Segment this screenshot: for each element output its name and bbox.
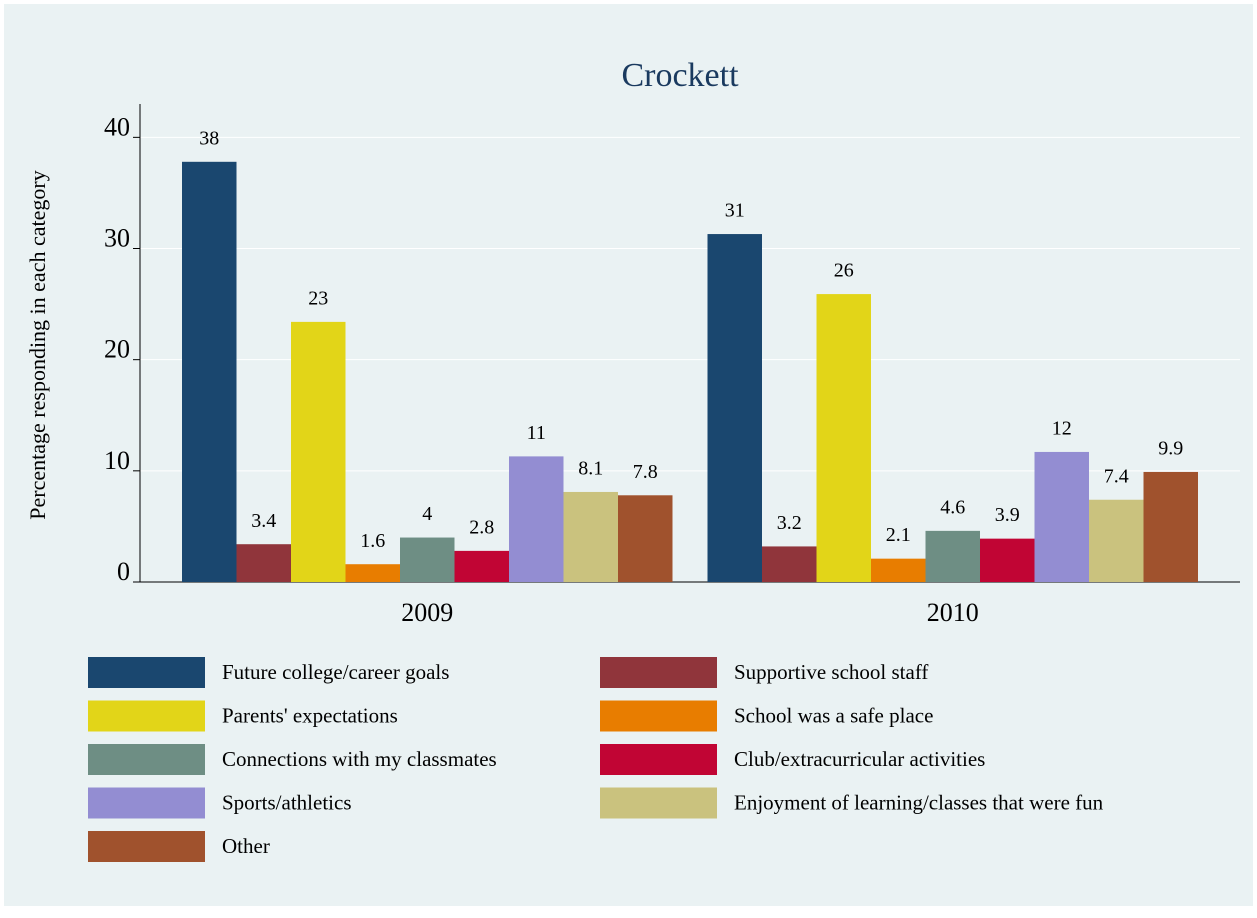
data-label: 9.9	[1158, 438, 1183, 460]
legend-swatch	[600, 744, 717, 775]
bar	[816, 294, 871, 582]
bar	[618, 495, 673, 582]
y-tick-label: 20	[104, 335, 130, 364]
x-tick-label: 2010	[927, 598, 979, 627]
bar	[1089, 499, 1144, 582]
data-label: 8.1	[578, 458, 603, 480]
legend-swatch	[88, 657, 205, 688]
bar	[762, 546, 817, 582]
legend-label: Connections with my classmates	[222, 747, 497, 771]
bar	[454, 550, 509, 582]
legend-swatch	[600, 787, 717, 819]
legend-swatch	[88, 787, 205, 819]
bar	[707, 234, 762, 582]
y-tick-label: 40	[104, 112, 130, 141]
legend-swatch	[600, 657, 717, 688]
bar	[400, 537, 455, 582]
bar	[509, 456, 564, 582]
data-label: 1.6	[360, 530, 385, 552]
y-tick-label: 0	[117, 557, 130, 586]
legend-swatch	[88, 831, 205, 862]
bar	[182, 161, 237, 582]
data-label: 12	[1052, 418, 1072, 440]
legend-swatch	[88, 700, 205, 732]
data-label: 2.8	[469, 516, 494, 538]
bar	[871, 558, 926, 582]
bar	[345, 564, 400, 582]
legend-swatch	[88, 744, 205, 775]
x-tick-label: 2009	[401, 598, 453, 627]
data-label: 3.9	[995, 504, 1020, 526]
legend-label: Supportive school staff	[734, 660, 928, 684]
data-label: 26	[834, 260, 854, 282]
data-label: 3.2	[777, 512, 802, 534]
chart-title: Crockett	[621, 57, 739, 94]
data-label: 7.8	[633, 461, 658, 483]
legend-label: Parents' expectations	[222, 703, 398, 727]
legend-label: Sports/athletics	[222, 790, 352, 814]
data-label: 7.4	[1104, 465, 1129, 487]
data-label: 4	[422, 503, 432, 525]
data-label: 23	[308, 287, 328, 309]
data-label: 11	[527, 422, 546, 444]
data-label: 38	[199, 127, 219, 149]
data-label: 3.4	[251, 510, 276, 532]
legend-label: Club/extracurricular activities	[734, 747, 985, 771]
data-label: 2.1	[886, 524, 911, 546]
bar	[925, 530, 980, 582]
legend-label: Other	[222, 834, 270, 858]
data-label: 4.6	[940, 496, 965, 518]
y-tick-label: 30	[104, 223, 130, 252]
bar	[291, 321, 346, 582]
data-label: 31	[725, 200, 745, 222]
legend-label: Enjoyment of learning/classes that were …	[734, 790, 1104, 814]
bar	[236, 544, 291, 582]
y-tick-label: 10	[104, 446, 130, 475]
y-axis-label: Percentage responding in each category	[25, 170, 50, 519]
bar	[1034, 451, 1089, 582]
legend-label: School was a safe place	[734, 703, 933, 727]
bar	[1143, 471, 1198, 582]
legend-swatch	[600, 700, 717, 732]
bar	[563, 491, 618, 582]
legend-label: Future college/career goals	[222, 660, 449, 684]
bar	[980, 538, 1035, 582]
